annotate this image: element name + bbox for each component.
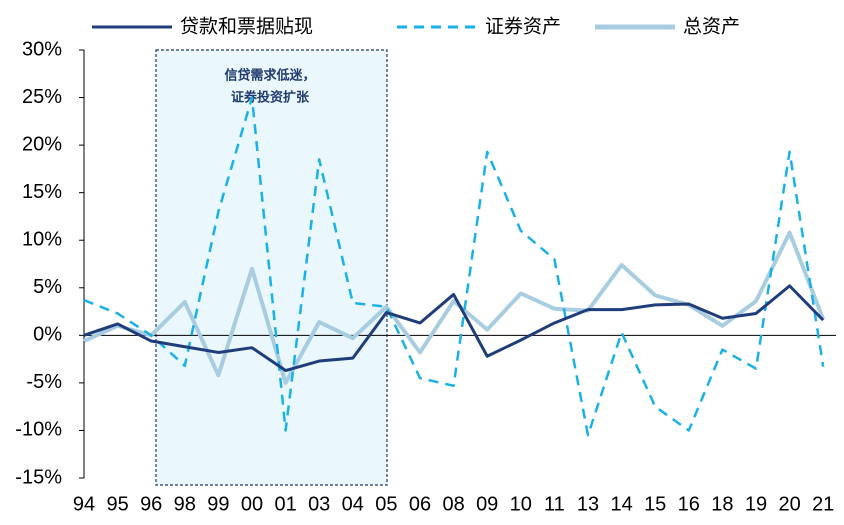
highlight-box xyxy=(155,49,388,486)
x-tick-label: 11 xyxy=(544,493,565,515)
y-tick-label: 5% xyxy=(33,276,62,298)
x-tick-label: 08 xyxy=(442,493,464,515)
x-tick-label: 06 xyxy=(409,493,431,515)
x-tick-label: 13 xyxy=(577,493,599,515)
x-tick-label: 14 xyxy=(610,493,632,515)
x-tick-label: 00 xyxy=(241,493,263,515)
legend-label: 贷款和票据贴现 xyxy=(180,16,313,38)
x-tick-label: 18 xyxy=(711,493,733,515)
y-tick-label: 0% xyxy=(33,324,62,346)
x-tick-label: 99 xyxy=(207,493,229,515)
y-tick-label: 20% xyxy=(22,133,62,155)
x-tick-label: 10 xyxy=(510,493,532,515)
x-tick-label: 09 xyxy=(476,493,498,515)
x-tick-label: 03 xyxy=(308,493,330,515)
x-tick-label: 19 xyxy=(745,493,767,515)
x-tick-label: 04 xyxy=(342,493,364,515)
y-tick-label: -10% xyxy=(15,419,62,441)
y-tick-label: -5% xyxy=(26,371,62,393)
x-tick-label: 05 xyxy=(375,493,397,515)
y-tick-label: 15% xyxy=(22,181,62,203)
x-tick-label: 01 xyxy=(274,493,296,515)
y-tick-label: 10% xyxy=(22,229,62,251)
x-tick-label: 20 xyxy=(778,493,800,515)
annotation: 信贷需求低迷， xyxy=(224,68,315,84)
y-tick-label: 25% xyxy=(22,86,62,108)
y-tick-label: -15% xyxy=(15,466,62,488)
y-tick-label: 30% xyxy=(22,38,62,60)
x-tick-label: 16 xyxy=(678,493,700,515)
x-tick-label: 21 xyxy=(812,493,834,515)
x-tick-label: 95 xyxy=(106,493,128,515)
x-tick-label: 98 xyxy=(174,493,196,515)
annotation: 证券投资扩张 xyxy=(231,90,310,106)
series-line xyxy=(83,284,825,373)
legend-label: 证券资产 xyxy=(485,16,561,38)
x-tick-label: 15 xyxy=(644,493,666,515)
legend-label: 总资产 xyxy=(683,16,740,38)
series-line xyxy=(83,96,825,437)
x-tick-label: 94 xyxy=(73,493,95,515)
x-tick-label: 96 xyxy=(140,493,162,515)
